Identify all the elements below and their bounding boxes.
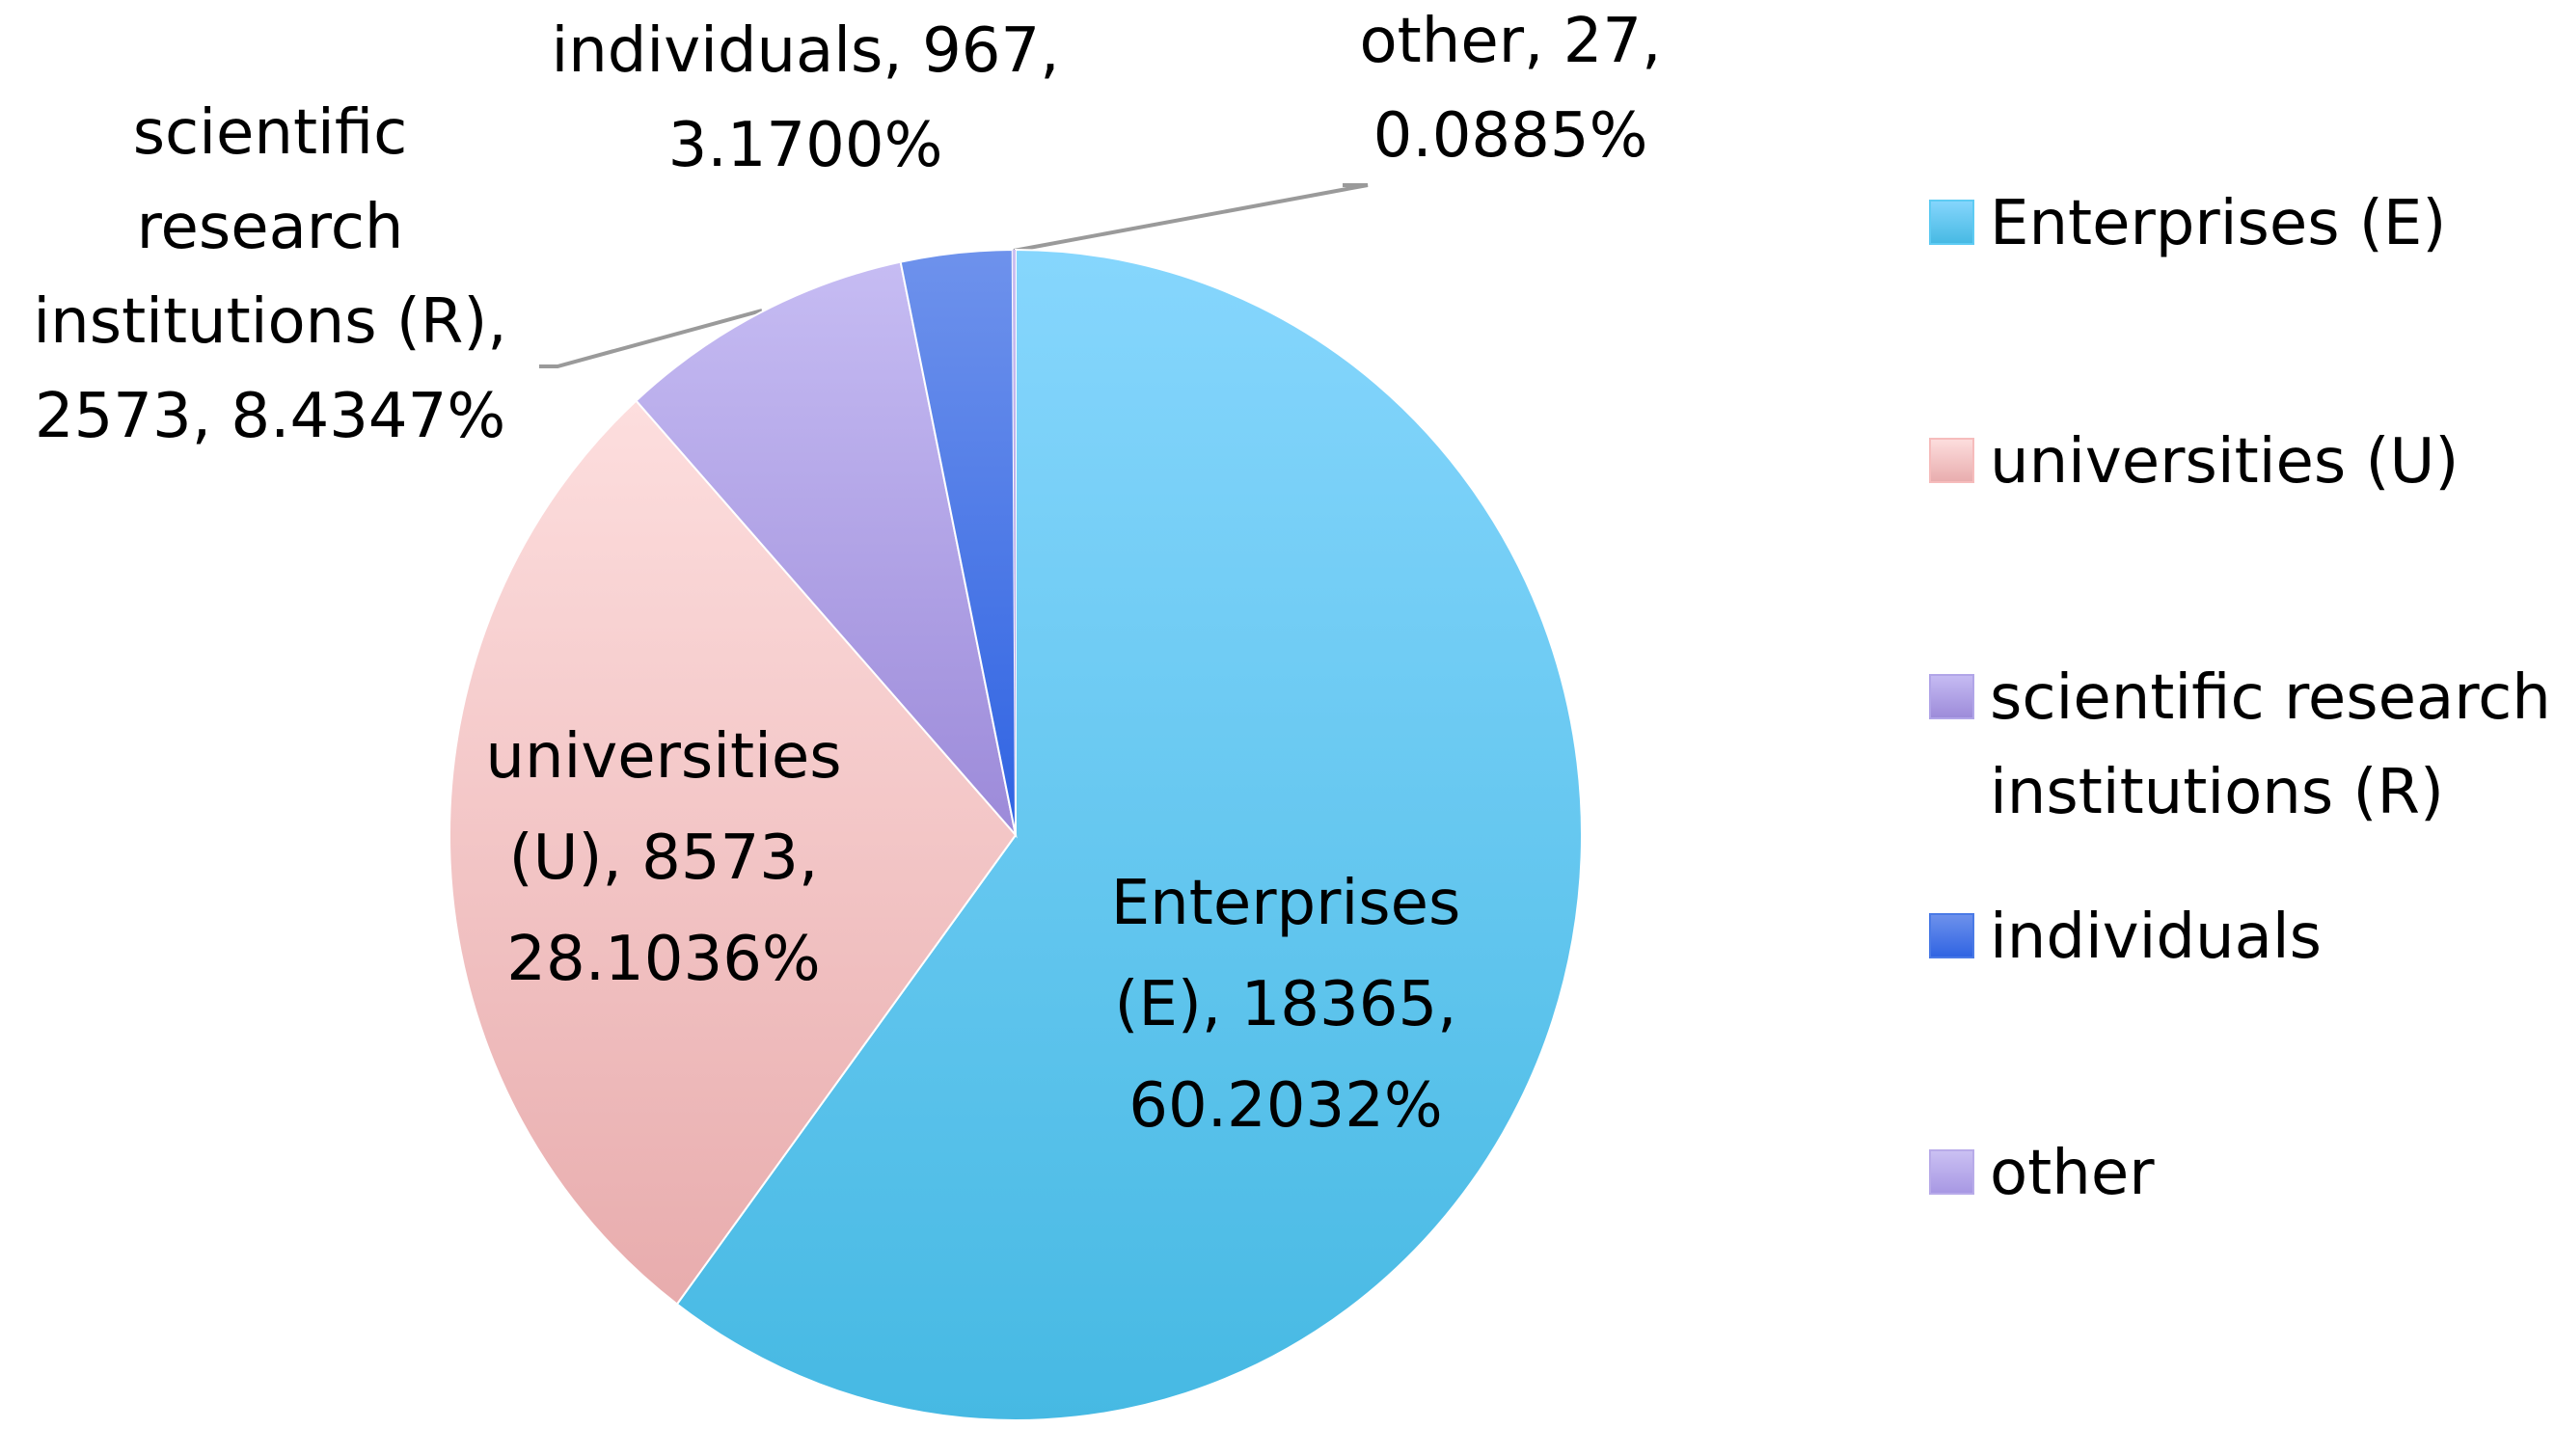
- slice-label-individuals: individuals, 967, 3.1700%: [551, 15, 1059, 181]
- leader-lines: [539, 183, 1369, 368]
- slice-label-line: 0.0885%: [1373, 100, 1648, 172]
- legend-item-other: other: [1929, 1138, 2155, 1209]
- slice-label-line: institutions (R),: [33, 286, 506, 358]
- slice-label-line: 3.1700%: [668, 110, 943, 181]
- slice-label-universities-u: universities (U), 8573, 28.1036%: [485, 721, 841, 995]
- legend-item-universities-u: universities (U): [1929, 426, 2459, 498]
- legend-item-scientific-research-institutions-r: scientific research institutions (R): [1929, 662, 2551, 828]
- legend-label-line: institutions (R): [1990, 757, 2444, 828]
- slice-label-line: other, 27,: [1360, 6, 1662, 77]
- legend-label-other: other: [1990, 1138, 2155, 1209]
- slice-label-line: 28.1036%: [506, 924, 820, 995]
- slice-label-line: (E), 18365,: [1115, 969, 1457, 1040]
- legend-label-universities-u: universities (U): [1990, 426, 2459, 498]
- pie-slice-universities-u: [448, 399, 1018, 1306]
- legend: Enterprises (E) universities (U) scientifi…: [1929, 188, 2551, 1209]
- legend-label-individuals: individuals: [1990, 902, 2322, 973]
- legend-label-line: Enterprises (E): [1990, 188, 2446, 259]
- slice-label-line: scientific: [133, 97, 408, 169]
- slice-label-line: research: [137, 192, 404, 263]
- slice-label-line: 2573, 8.4347%: [35, 381, 505, 452]
- slice-label-line: 60.2032%: [1128, 1070, 1442, 1142]
- legend-swatch-enterprises-e: [1929, 200, 1974, 245]
- legend-item-individuals: individuals: [1929, 902, 2322, 973]
- legend-swatch-other: [1929, 1149, 1974, 1195]
- legend-swatch-individuals: [1929, 913, 1974, 958]
- slice-label-enterprises-e: Enterprises (E), 18365, 60.2032%: [1111, 868, 1461, 1142]
- leader-line-other: [1002, 183, 1369, 255]
- slice-label-other: other, 27, 0.0885%: [1360, 6, 1662, 172]
- legend-label-enterprises-e: Enterprises (E): [1990, 188, 2446, 259]
- legend-label-scientific-research-institutions-r: scientific research institutions (R): [1990, 662, 2551, 828]
- pie-slice-scientific-research-institutions-r: [635, 260, 1018, 839]
- slice-label-line: Enterprises: [1111, 868, 1461, 939]
- legend-swatch-universities-u: [1929, 438, 1974, 483]
- legend-label-line: scientific research: [1990, 662, 2551, 734]
- pie-slice-enterprises-e: [675, 248, 1583, 1421]
- slice-label-line: (U), 8573,: [509, 822, 819, 894]
- pie-slice-other: [1012, 250, 1016, 835]
- legend-label-line: individuals: [1990, 902, 2322, 973]
- legend-item-enterprises-e: Enterprises (E): [1929, 188, 2446, 259]
- legend-label-line: universities (U): [1990, 426, 2459, 498]
- slice-label-scientific-research-institutions-r: scientific research institutions (R), 2573,…: [33, 97, 506, 452]
- leader-line-scientific-research-institutions-r: [539, 309, 763, 368]
- legend-label-line: other: [1990, 1138, 2155, 1209]
- pie-slice-individuals: [899, 249, 1017, 836]
- slice-label-line: universities: [485, 721, 841, 793]
- slice-labels: Enterprises (E), 18365, 60.2032% universiti…: [33, 6, 1661, 1142]
- slice-label-line: individuals, 967,: [551, 15, 1059, 87]
- legend-swatch-scientific-research-institutions-r: [1929, 674, 1974, 719]
- pie-slices: [448, 248, 1583, 1421]
